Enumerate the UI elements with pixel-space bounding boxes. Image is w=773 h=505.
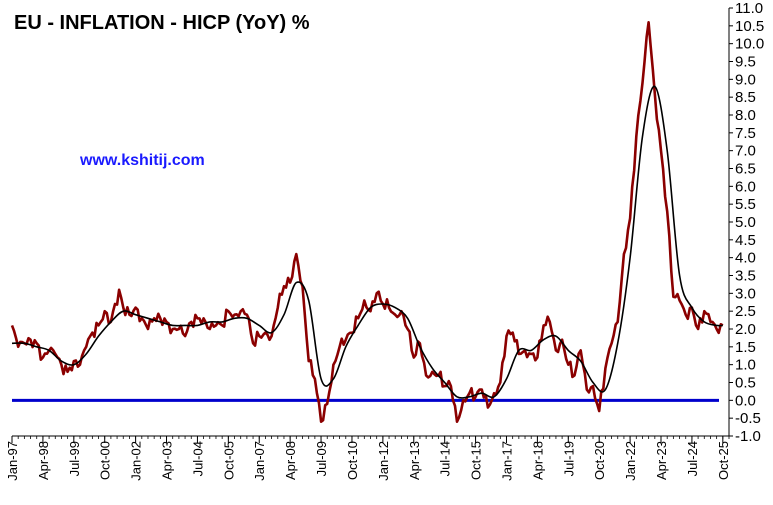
y-tick-label: 2.0: [735, 321, 756, 338]
y-tick-label: 5.5: [735, 196, 756, 213]
y-tick-label: -0.5: [735, 410, 761, 427]
y-tick-label: 3.0: [735, 285, 756, 302]
x-tick-label: Oct-15: [469, 441, 484, 480]
y-tick-label: 10.0: [735, 36, 764, 53]
y-tick-label: 7.5: [735, 125, 756, 142]
y-tick-label: 1.0: [735, 357, 756, 374]
x-tick-label: Jan-22: [623, 441, 638, 481]
x-tick-label: Apr-98: [36, 441, 51, 480]
x-tick-label: Oct-25: [716, 441, 731, 480]
x-tick-label: Oct-20: [592, 441, 607, 480]
y-tick-label: 11.0: [735, 0, 763, 17]
y-tick-label: 0.5: [735, 375, 756, 392]
x-tick-label: Jul-04: [190, 441, 205, 476]
x-tick-label: Apr-18: [530, 441, 545, 480]
y-tick-label: 9.0: [735, 71, 756, 88]
y-tick-label: 8.5: [735, 89, 756, 106]
x-tick-label: Jan-17: [499, 441, 514, 481]
y-tick-label: 4.0: [735, 250, 756, 267]
y-tick-label: 1.5: [735, 339, 756, 356]
x-tick-label: Oct-00: [98, 441, 113, 480]
y-tick-label: 4.5: [735, 232, 756, 249]
y-tick-label: 7.0: [735, 143, 756, 160]
x-tick-label: Jul-19: [561, 441, 576, 476]
y-tick-label: 3.5: [735, 268, 756, 285]
x-axis: Jan-97 Apr-98 Jul-99 Oct-00 Jan-02 Apr-03 Jul-…: [5, 435, 731, 481]
x-tick-label: Oct-10: [345, 441, 360, 480]
x-tick-label: Jan-07: [252, 441, 267, 481]
y-tick-label: 8.0: [735, 107, 756, 124]
x-tick-label: Apr-08: [283, 441, 298, 480]
x-tick-label: Jul-09: [314, 441, 329, 476]
x-tick-label: Jul-24: [685, 441, 700, 476]
y-axis: 11.010.510.09.59.08.58.07.57.06.56.05.55…: [728, 0, 764, 445]
x-tick-label: Oct-05: [221, 441, 236, 480]
x-tick-label: Apr-03: [160, 441, 175, 480]
plot-area: [10, 21, 724, 423]
x-tick-label: Jul-99: [67, 441, 82, 476]
y-tick-label: 6.0: [735, 178, 756, 195]
watermark-link: www.kshitij.com: [74, 150, 211, 172]
y-tick-label: 10.5: [735, 18, 764, 35]
y-tick-label: 5.0: [735, 214, 756, 231]
x-tick-label: Apr-23: [654, 441, 669, 480]
x-tick-label: Jan-12: [376, 441, 391, 481]
y-tick-label: 6.5: [735, 161, 756, 178]
y-tick-label: 9.5: [735, 54, 756, 71]
x-tick-label: Jan-02: [129, 441, 144, 481]
y-tick-label: 2.5: [735, 303, 756, 320]
chart-title: EU - INFLATION - HICP (YoY) %: [14, 12, 310, 34]
hicp-line: [10, 21, 724, 423]
y-tick-label: 0.0: [735, 392, 756, 409]
y-tick-label: -1.0: [735, 428, 761, 445]
x-tick-label: Apr-13: [407, 441, 422, 480]
x-tick-label: Jan-97: [5, 441, 20, 481]
smoothed-line: [11, 85, 723, 399]
x-tick-label: Jul-14: [438, 441, 453, 476]
